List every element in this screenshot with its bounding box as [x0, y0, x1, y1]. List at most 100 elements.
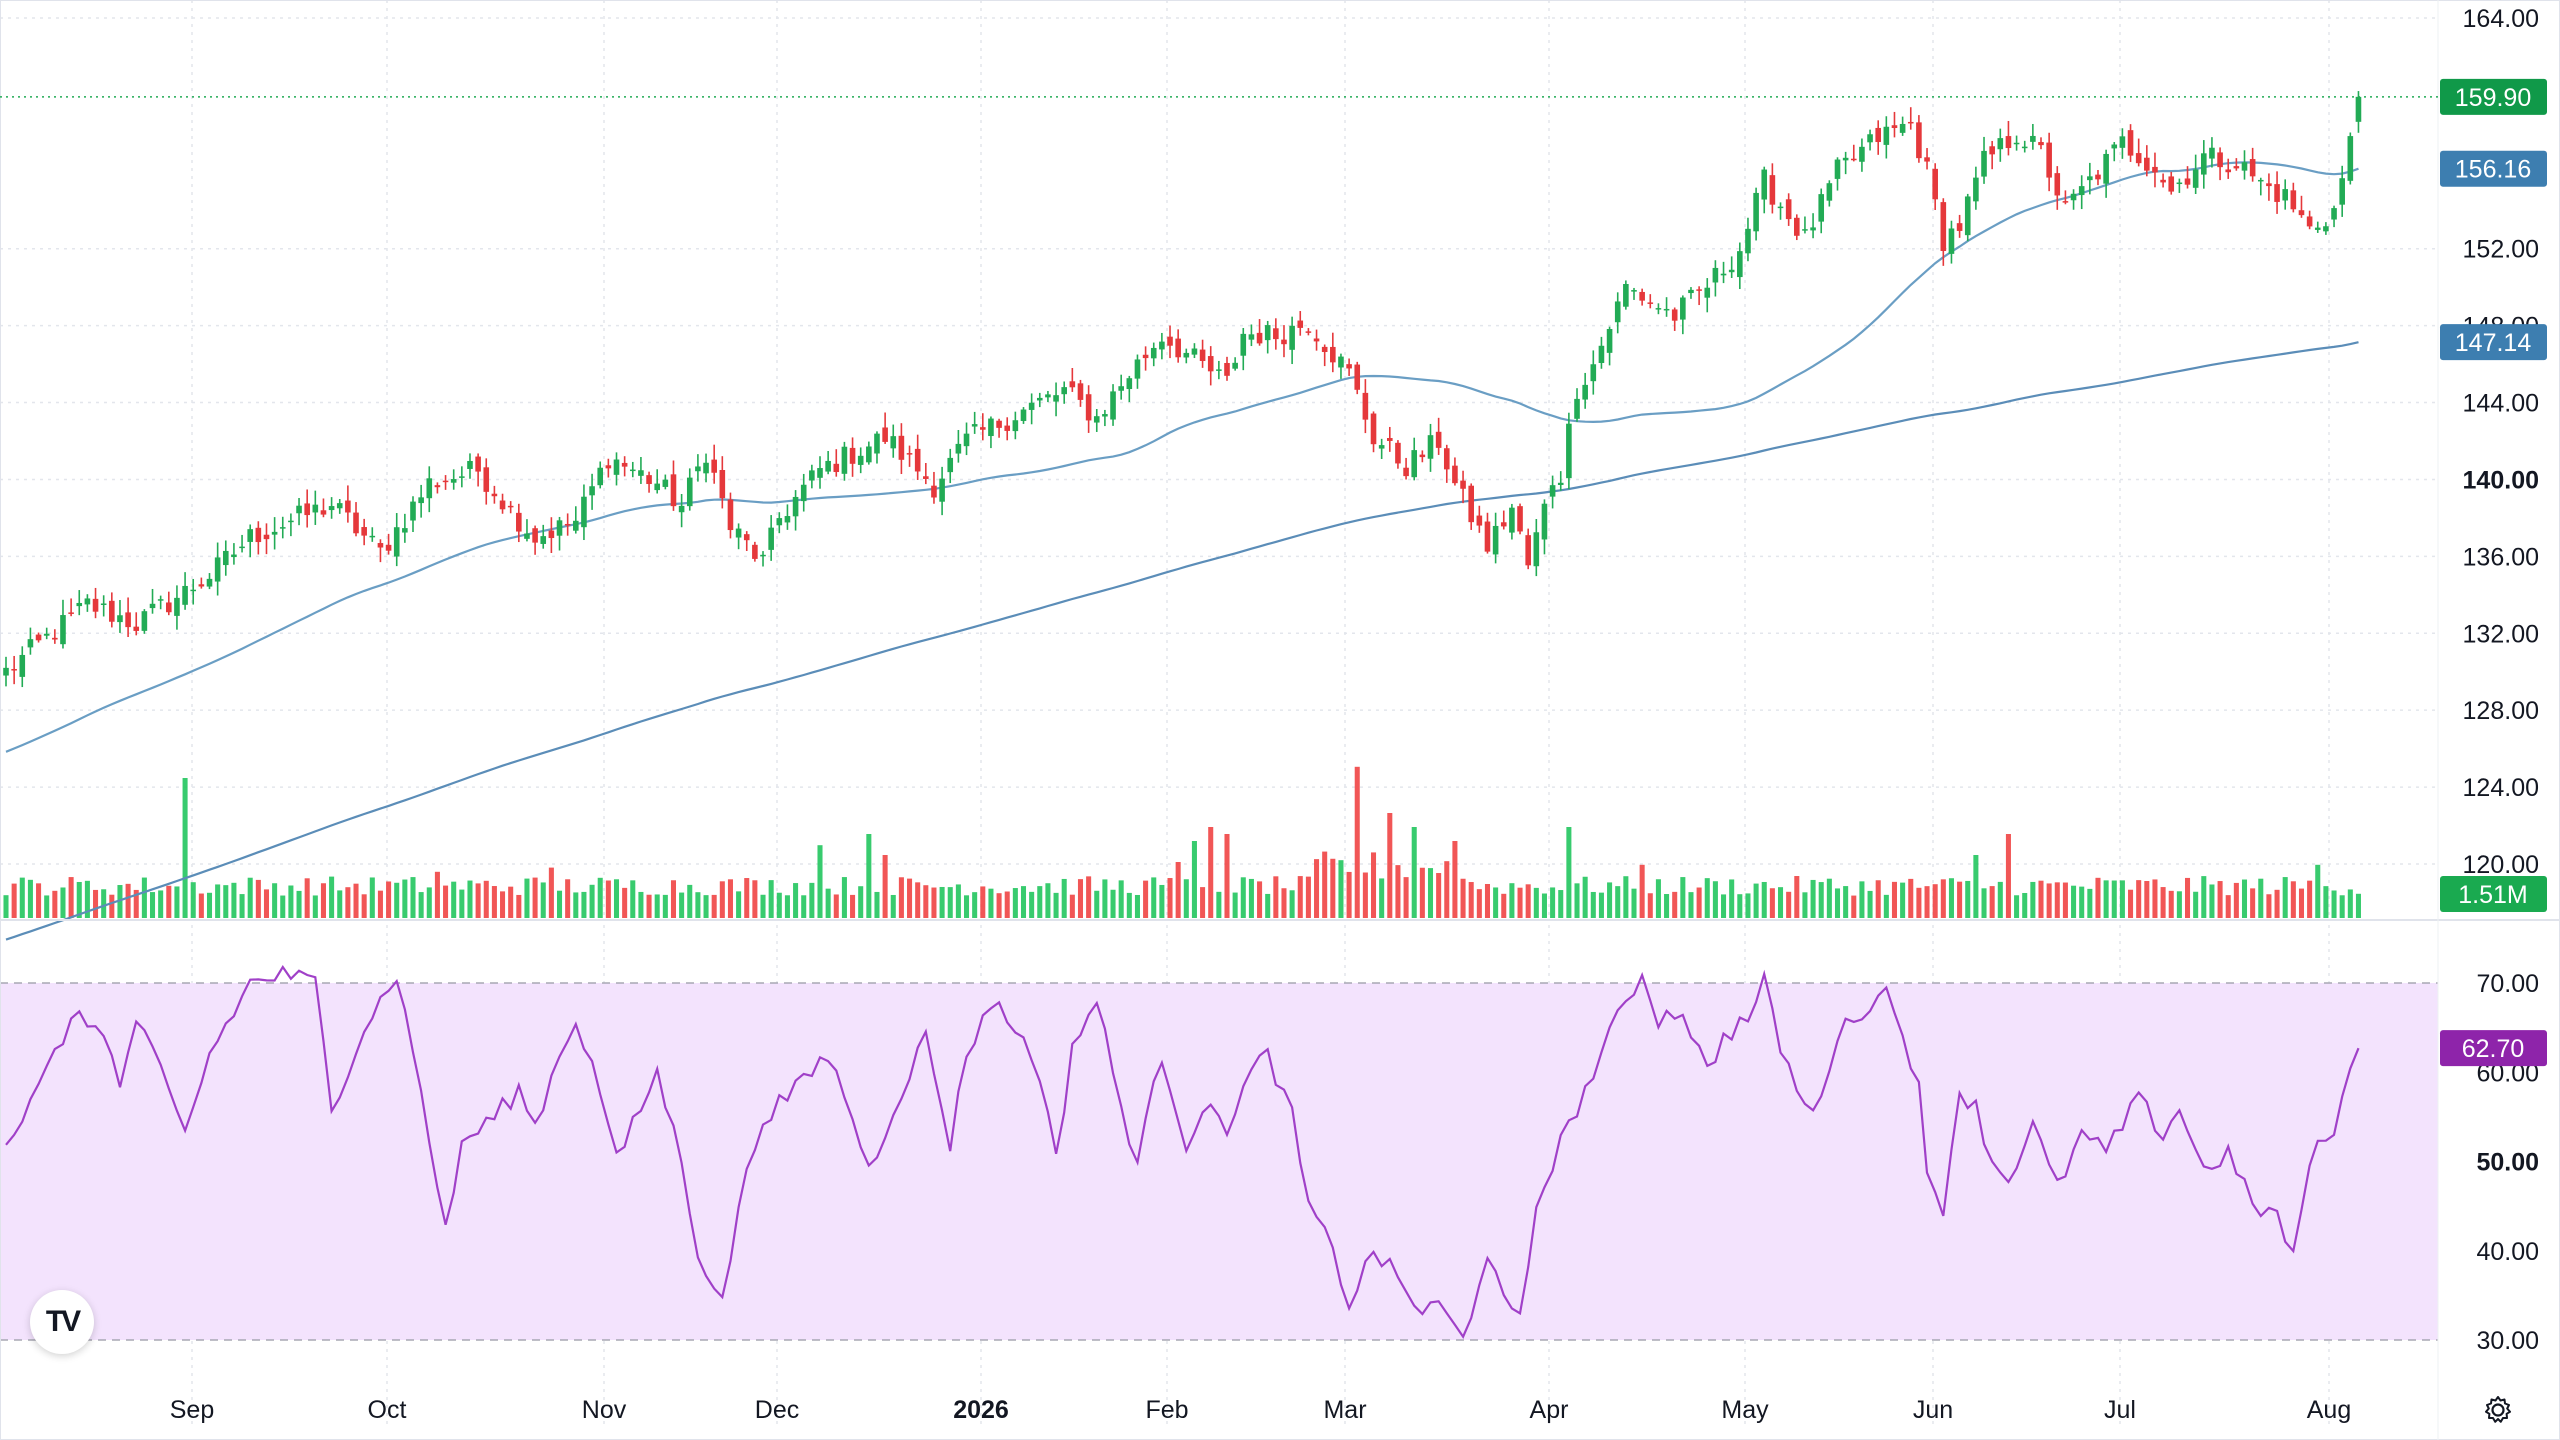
candle: [1354, 361, 1361, 395]
candle: [654, 469, 660, 494]
volume-bar: [1940, 879, 1946, 918]
candle: [385, 533, 392, 555]
volume-bar: [1493, 887, 1499, 918]
candle: [1346, 358, 1352, 376]
volume-bar: [963, 895, 970, 918]
candle: [483, 458, 490, 505]
candle: [638, 457, 644, 484]
candle: [1639, 288, 1645, 306]
candle-body: [2323, 226, 2329, 232]
candle-body: [1256, 332, 1263, 344]
volume-bar: [1541, 893, 1547, 918]
candle: [2168, 171, 2175, 195]
rsi-line: [5, 964, 2360, 1339]
volume-bar: [565, 879, 571, 918]
volume-bar: [1427, 868, 1434, 918]
candle: [2266, 173, 2272, 201]
volume-bar: [1957, 881, 1963, 918]
candle-body: [1867, 134, 1873, 143]
volume-bar: [402, 879, 408, 918]
candle-body: [1224, 362, 1230, 376]
candle: [2323, 222, 2329, 235]
candle-body: [2103, 153, 2109, 184]
candle: [2005, 120, 2012, 156]
volume-bar: [2128, 889, 2134, 918]
candle: [719, 456, 726, 509]
candle: [2127, 124, 2134, 162]
candle-body: [19, 654, 26, 677]
candle-body: [589, 486, 595, 496]
volume-bar: [1509, 883, 1515, 918]
candle-body: [2192, 169, 2199, 188]
volume-bar: [44, 895, 50, 918]
candle: [507, 501, 514, 514]
last-price-badge: 159.90: [2440, 78, 2547, 115]
candle: [1330, 332, 1336, 373]
candle-body: [882, 427, 888, 442]
candle: [2095, 169, 2101, 186]
candle-body: [573, 520, 579, 531]
candle-body: [597, 467, 604, 486]
volume-bar: [491, 886, 497, 918]
candle-body: [418, 497, 424, 504]
candle: [1248, 324, 1255, 347]
volume-bar: [1240, 877, 1246, 918]
candle: [1680, 295, 1686, 335]
candle: [328, 497, 335, 519]
candle-body: [402, 528, 408, 533]
candle: [678, 493, 685, 528]
candle-body: [670, 474, 677, 507]
candle-body: [1753, 192, 1759, 232]
volume-bar: [1379, 878, 1385, 918]
time-tick-label: Dec: [755, 1396, 799, 1424]
volume-bar: [589, 884, 595, 918]
candle-body: [1313, 338, 1320, 342]
candle-body: [2331, 208, 2337, 220]
candle-body: [784, 516, 791, 523]
volume-bar: [679, 892, 685, 918]
candle-body: [817, 468, 823, 478]
volume-bar: [19, 877, 25, 918]
tradingview-logo-button[interactable]: TV: [30, 1290, 94, 1354]
candle-body: [2095, 174, 2101, 180]
settings-button[interactable]: [2478, 1390, 2518, 1430]
candle: [996, 418, 1002, 438]
candle: [1541, 499, 1548, 555]
candle: [532, 525, 538, 555]
volume-bar: [1664, 894, 1670, 918]
volume-bar: [907, 878, 913, 918]
candle: [524, 519, 530, 542]
candle-body: [629, 469, 636, 472]
candle: [1134, 354, 1141, 389]
volume-bar: [1289, 890, 1295, 918]
volume-bar: [182, 778, 188, 918]
candle: [2152, 152, 2158, 188]
candle-body: [1606, 329, 1613, 353]
candle: [1606, 326, 1613, 366]
volume-bar: [1916, 887, 1922, 918]
candle-body: [2201, 153, 2207, 175]
candle-body: [809, 470, 815, 481]
candle-body: [947, 457, 954, 473]
candle: [1614, 292, 1621, 334]
candle: [1924, 148, 1930, 170]
volume-bar: [947, 887, 953, 918]
volume-bar: [1680, 877, 1686, 918]
candle: [1452, 457, 1458, 486]
candle-body: [1264, 325, 1271, 341]
candle: [2038, 137, 2044, 150]
volume-bar: [1981, 888, 1987, 918]
candle-body: [2078, 186, 2085, 196]
candle: [1159, 332, 1165, 360]
volume-bar: [206, 892, 213, 918]
candle-body: [491, 493, 498, 497]
volume-bar: [1224, 834, 1230, 918]
candle: [1590, 350, 1597, 395]
candle: [1256, 319, 1263, 346]
candle-body: [1948, 228, 1955, 254]
candle-body: [1842, 157, 1849, 161]
candle-body: [100, 603, 107, 605]
candle-body: [1281, 339, 1287, 345]
